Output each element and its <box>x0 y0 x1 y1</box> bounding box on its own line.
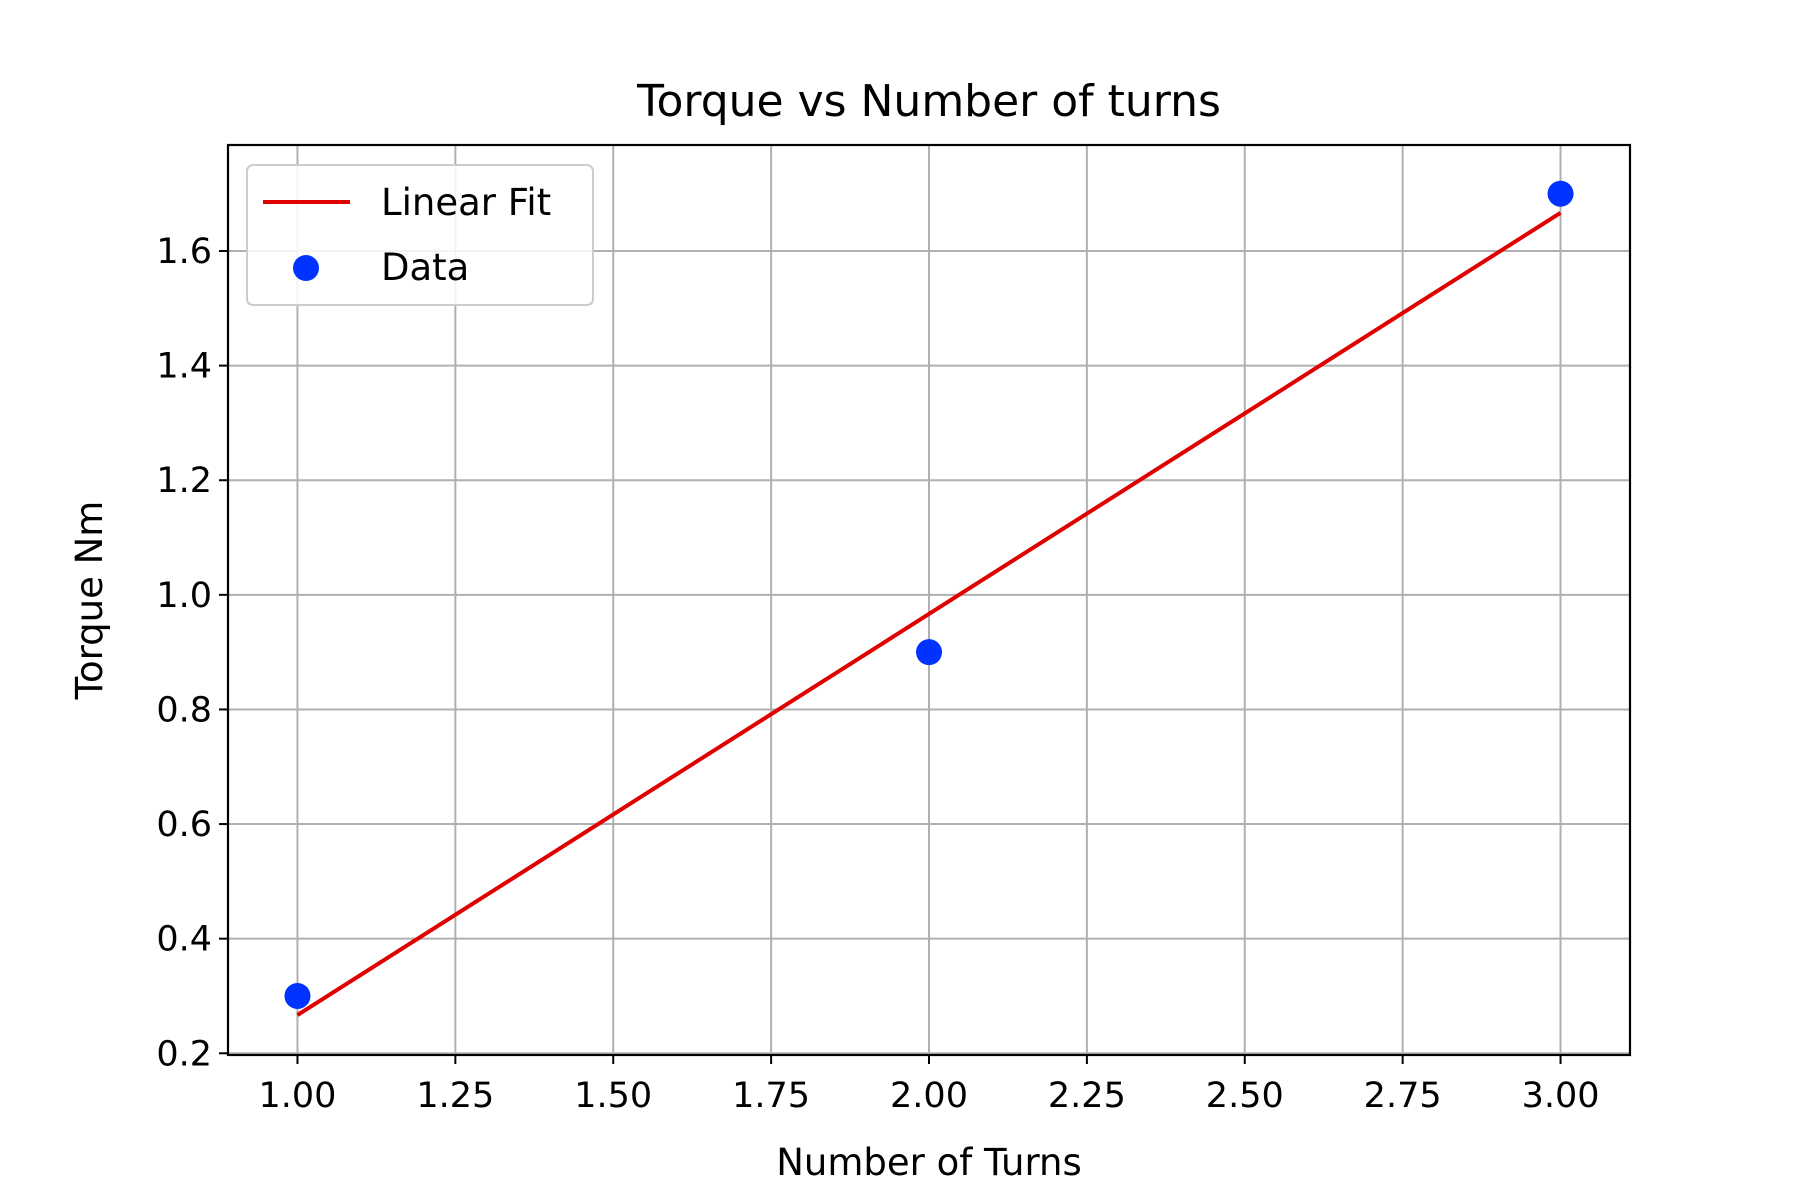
data-point <box>1547 180 1574 207</box>
x-tick-label: 1.75 <box>732 1076 810 1116</box>
x-tick-label: 1.00 <box>258 1076 336 1116</box>
x-tick-label: 2.25 <box>1048 1076 1126 1116</box>
linear-fit-line <box>296 211 1562 1017</box>
y-tick-label: 1.0 <box>156 576 212 616</box>
x-axis-label: Number of Turns <box>776 1141 1082 1184</box>
x-tick-label: 1.50 <box>574 1076 652 1116</box>
legend-label-linear-fit: Linear Fit <box>381 181 551 224</box>
x-tick-label: 2.75 <box>1364 1076 1442 1116</box>
legend-label-data: Data <box>381 246 469 289</box>
y-tick-label: 1.4 <box>156 347 212 387</box>
y-tick-label: 1.2 <box>156 461 212 501</box>
y-tick-label: 1.6 <box>156 232 212 272</box>
x-tick-label: 2.50 <box>1206 1076 1284 1116</box>
y-tick-label: 0.4 <box>156 920 212 960</box>
legend-swatch-data <box>293 255 319 281</box>
plot-marks <box>284 180 1574 1017</box>
y-axis-label: Torque Nm <box>68 501 111 701</box>
y-tick-label: 0.8 <box>156 690 212 730</box>
y-axis-ticks: 0.2 0.4 0.6 0.8 1.0 1.2 1.4 1.6 <box>156 232 228 1074</box>
x-tick-label: 3.00 <box>1522 1076 1600 1116</box>
chart-title: Torque vs Number of turns <box>636 76 1221 127</box>
legend: Linear Fit Data <box>246 164 594 306</box>
x-axis-ticks: 1.00 1.25 1.50 1.75 2.00 2.25 2.50 2.75 3.00 <box>258 1055 1600 1116</box>
data-point <box>284 982 311 1009</box>
x-tick-label: 1.25 <box>416 1076 494 1116</box>
y-tick-label: 0.6 <box>156 805 212 845</box>
y-tick-label: 0.2 <box>156 1034 212 1074</box>
grid <box>228 145 1630 1055</box>
data-point <box>916 639 942 666</box>
x-tick-label: 2.00 <box>890 1076 968 1116</box>
